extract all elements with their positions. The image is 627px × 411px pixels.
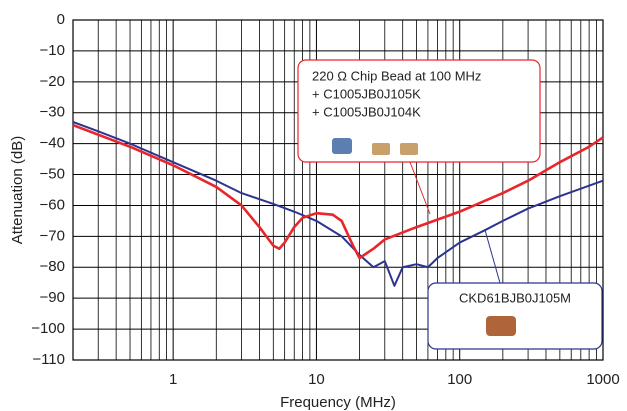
callout-text: 220 Ω Chip Bead at 100 MHz <box>312 68 481 83</box>
y-axis-label: Attenuation (dB) <box>9 136 26 244</box>
y-tick-label: −30 <box>40 104 65 121</box>
y-tick-label: −20 <box>40 73 65 90</box>
callout-text: + C1005JB0J104K <box>312 104 421 119</box>
y-tick-label: −50 <box>40 166 65 183</box>
y-tick-label: −110 <box>32 351 65 368</box>
y-tick-label: −60 <box>40 196 65 213</box>
callout-box <box>427 282 603 350</box>
y-tick-label: −40 <box>40 135 65 152</box>
callout-box <box>297 59 541 163</box>
callout-text: CKD61BJB0J105M <box>459 290 571 305</box>
component-icon <box>400 143 418 155</box>
callout-pointer <box>484 229 501 284</box>
y-tick-label: −10 <box>40 42 65 59</box>
x-tick-label: 10 <box>308 371 325 388</box>
component-icon <box>486 316 516 336</box>
y-tick-label: 0 <box>57 11 65 28</box>
series-line <box>72 121 604 287</box>
y-tick-label: −100 <box>31 320 65 337</box>
y-tick-label: −80 <box>40 258 65 275</box>
x-tick-label: 1000 <box>586 371 619 388</box>
callout-text: + C1005JB0J105K <box>312 86 421 101</box>
x-tick-label: 1 <box>169 371 177 388</box>
callout: CKD61BJB0J105M <box>427 229 603 350</box>
y-tick-label: −70 <box>40 227 65 244</box>
component-icon <box>332 138 352 154</box>
y-tick-label: −90 <box>40 289 65 306</box>
x-tick-label: 100 <box>447 371 472 388</box>
callout: 220 Ω Chip Bead at 100 MHz + C1005JB0J10… <box>297 59 541 215</box>
component-icon <box>372 143 390 155</box>
series-line <box>72 123 604 260</box>
x-axis-label: Frequency (MHz) <box>280 394 396 411</box>
callout-pointer <box>409 161 431 215</box>
plot-frame <box>72 19 604 361</box>
